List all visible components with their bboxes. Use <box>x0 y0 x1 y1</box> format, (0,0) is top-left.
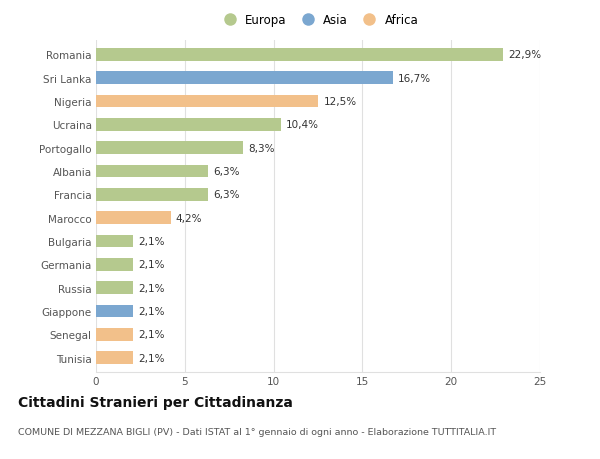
Text: 16,7%: 16,7% <box>398 73 431 84</box>
Text: 12,5%: 12,5% <box>323 97 356 107</box>
Text: 22,9%: 22,9% <box>508 50 541 60</box>
Bar <box>96 72 392 85</box>
Bar <box>96 142 244 155</box>
Text: 10,4%: 10,4% <box>286 120 319 130</box>
Text: 2,1%: 2,1% <box>139 283 165 293</box>
Text: 6,3%: 6,3% <box>213 190 240 200</box>
Bar <box>96 49 503 62</box>
Legend: Europa, Asia, Africa: Europa, Asia, Africa <box>218 14 418 27</box>
Text: 2,1%: 2,1% <box>139 330 165 340</box>
Text: Cittadini Stranieri per Cittadinanza: Cittadini Stranieri per Cittadinanza <box>18 395 293 409</box>
Text: 2,1%: 2,1% <box>139 306 165 316</box>
Text: 8,3%: 8,3% <box>249 143 275 153</box>
Bar <box>96 212 170 224</box>
Bar <box>96 328 133 341</box>
Bar <box>96 189 208 202</box>
Bar <box>96 95 318 108</box>
Bar <box>96 282 133 294</box>
Bar <box>96 119 281 131</box>
Bar <box>96 352 133 364</box>
Text: 4,2%: 4,2% <box>176 213 202 223</box>
Text: COMUNE DI MEZZANA BIGLI (PV) - Dati ISTAT al 1° gennaio di ogni anno - Elaborazi: COMUNE DI MEZZANA BIGLI (PV) - Dati ISTA… <box>18 427 496 436</box>
Bar <box>96 305 133 318</box>
Text: 6,3%: 6,3% <box>213 167 240 177</box>
Bar <box>96 165 208 178</box>
Text: 2,1%: 2,1% <box>139 260 165 270</box>
Text: 2,1%: 2,1% <box>139 236 165 246</box>
Bar <box>96 235 133 248</box>
Text: 2,1%: 2,1% <box>139 353 165 363</box>
Bar <box>96 258 133 271</box>
